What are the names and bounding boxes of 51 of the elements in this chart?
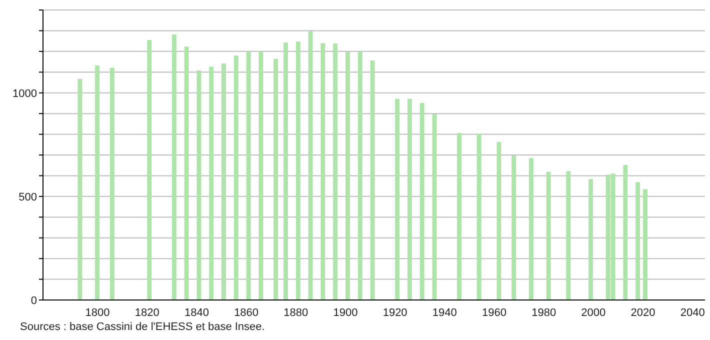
bar: [274, 58, 278, 300]
y-tick-label: 500: [18, 191, 37, 204]
bar: [566, 171, 571, 300]
bar: [246, 51, 251, 300]
bar: [196, 70, 202, 300]
bar: [209, 66, 214, 300]
y-tick-label: 1000: [12, 88, 37, 100]
bar: [320, 43, 326, 300]
bar: [528, 158, 534, 300]
x-tick-label: 1860: [234, 306, 259, 319]
x-tick-label: 2020: [630, 306, 656, 319]
bar: [512, 155, 516, 300]
bar: [588, 179, 593, 300]
bar: [147, 40, 152, 300]
bar: [234, 56, 238, 300]
bar: [623, 164, 628, 300]
x-tick-label: 1880: [284, 306, 308, 319]
bar: [172, 34, 176, 300]
x-tick-label: 1900: [333, 306, 358, 319]
x-tick-label: 1820: [134, 306, 160, 319]
x-tick-label: 1940: [432, 306, 457, 319]
bar: [345, 52, 350, 300]
bar: [358, 52, 362, 300]
bar: [95, 66, 100, 300]
bar: [284, 42, 288, 300]
bar: [78, 78, 82, 300]
bar: [395, 98, 400, 300]
bar: [308, 31, 313, 300]
bar: [407, 98, 412, 300]
bar: [476, 134, 482, 300]
bar: [457, 133, 462, 300]
x-tick-label: 1960: [482, 306, 506, 319]
x-tick-label: 2000: [581, 306, 606, 319]
bar: [546, 172, 551, 300]
bar: [222, 63, 226, 300]
bar: [184, 46, 189, 300]
bar: [258, 51, 264, 300]
bar: [496, 142, 502, 300]
x-tick-label: 2040: [680, 306, 705, 319]
bar: [110, 68, 114, 300]
source-note: Sources : base Cassini de l'EHESS et base Insee.: [20, 321, 265, 333]
x-tick-label: 1980: [532, 306, 556, 319]
x-tick-label: 1800: [85, 306, 110, 319]
bar: [643, 189, 648, 300]
y-tick-label: 0: [30, 294, 37, 307]
bar: [636, 182, 640, 300]
bar: [296, 41, 300, 300]
bar: [333, 44, 338, 300]
x-tick-label: 1920: [382, 306, 408, 319]
bar: [420, 103, 424, 300]
x-tick-label: 1840: [184, 306, 209, 319]
